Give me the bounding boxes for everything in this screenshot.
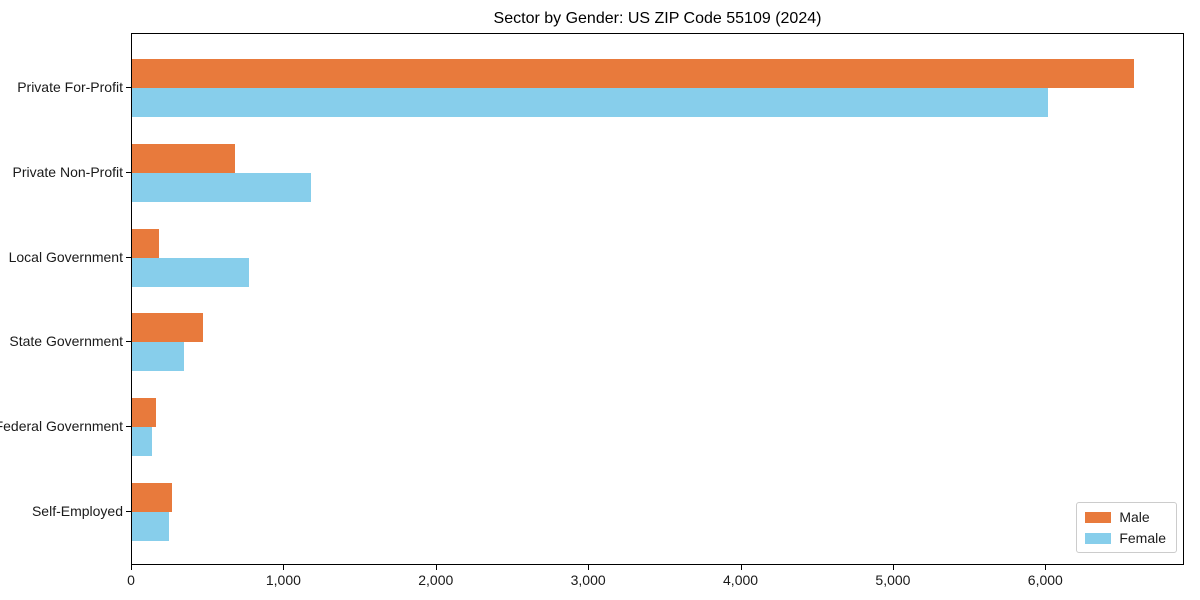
- x-tick-mark: [1045, 565, 1047, 570]
- plot-area: [131, 33, 1184, 565]
- x-tick-mark: [740, 565, 742, 570]
- chart-title: Sector by Gender: US ZIP Code 55109 (202…: [493, 10, 822, 27]
- y-tick-label: Private Non-Profit: [12, 164, 123, 180]
- y-tick-mark: [126, 341, 131, 343]
- x-tick-label: 5,000: [875, 572, 911, 588]
- x-tick-label: 3,000: [570, 572, 606, 588]
- bar-female-3: [132, 342, 184, 372]
- x-tick-mark: [892, 565, 894, 570]
- bar-male-3: [132, 313, 204, 343]
- legend-label: Male: [1119, 509, 1150, 525]
- bar-female-1: [132, 173, 312, 202]
- legend-item-female: Female: [1085, 530, 1166, 546]
- bar-male-0: [132, 59, 1135, 89]
- x-tick-label: 1,000: [265, 572, 301, 588]
- legend: Male Female: [1076, 502, 1177, 553]
- y-tick-label: State Government: [9, 333, 123, 350]
- bar-male-4: [132, 398, 156, 427]
- y-tick-mark: [126, 510, 131, 512]
- bars-layer: [132, 34, 1183, 564]
- x-tick-mark: [283, 565, 285, 570]
- bar-female-4: [132, 427, 152, 456]
- y-tick-label: Private For-Profit: [17, 79, 123, 96]
- bar-male-1: [132, 144, 235, 173]
- x-tick-mark: [588, 565, 590, 570]
- bar-male-5: [132, 482, 173, 512]
- y-tick-mark: [126, 172, 131, 173]
- y-tick-label: Local Government: [8, 248, 123, 265]
- bar-male-2: [132, 228, 159, 258]
- legend-label: Female: [1119, 530, 1166, 546]
- x-tick-label: 2,000: [418, 572, 454, 588]
- legend-swatch-icon: [1085, 511, 1112, 523]
- x-tick-label: 0: [127, 572, 135, 588]
- x-tick-mark: [131, 565, 132, 570]
- y-tick-label: Federal Government: [0, 418, 123, 434]
- y-tick-mark: [126, 256, 131, 258]
- bar-female-2: [132, 257, 250, 287]
- bar-female-5: [132, 511, 169, 541]
- bar-female-0: [132, 88, 1048, 118]
- legend-swatch-icon: [1085, 532, 1112, 544]
- y-tick-mark: [126, 426, 131, 427]
- legend-item-male: Male: [1085, 509, 1166, 525]
- x-tick-mark: [435, 565, 437, 570]
- y-tick-mark: [126, 87, 131, 89]
- y-tick-label: Self-Employed: [31, 502, 123, 519]
- x-tick-label: 6,000: [1027, 572, 1063, 588]
- x-tick-label: 4,000: [723, 572, 759, 588]
